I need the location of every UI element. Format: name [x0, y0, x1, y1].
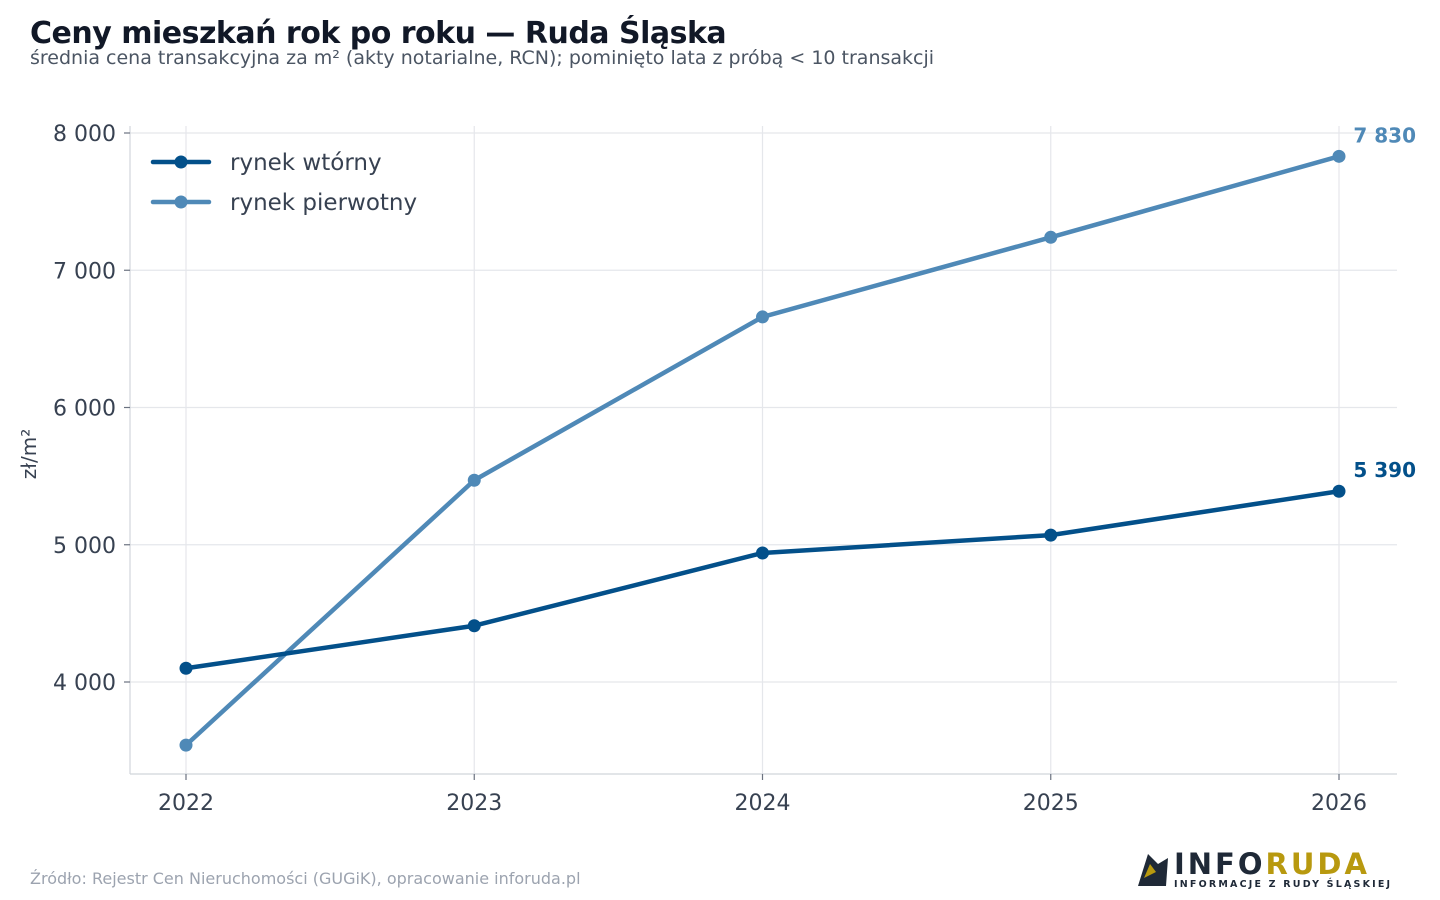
logo-mark-icon [1138, 854, 1168, 886]
axes [129, 126, 1397, 775]
data-point [756, 310, 769, 324]
x-tick-label: 2024 [735, 791, 791, 816]
data-series [179, 149, 1346, 752]
chart-title: Ceny mieszkań rok po roku — Ruda Śląska [30, 16, 727, 51]
y-tick-label: 6 000 [53, 397, 116, 422]
x-tick-label: 2026 [1311, 791, 1367, 816]
legend-label: rynek wtórny [230, 150, 382, 176]
data-point [467, 619, 481, 633]
y-axis-label: zł/m² [17, 429, 41, 479]
x-tick-label: 2025 [1023, 791, 1079, 816]
x-tick-label: 2022 [158, 791, 214, 816]
data-point [1332, 149, 1346, 163]
data-point [179, 661, 193, 675]
source-note: Źródło: Rejestr Cen Nieruchomości (GUGiK… [30, 869, 581, 888]
grid-lines [130, 126, 1397, 774]
logo-tagline: INFORMACJE Z RUDY ŚLĄSKIEJ [1174, 879, 1393, 890]
data-point [1044, 528, 1058, 542]
data-point [179, 738, 193, 752]
chart-subtitle: średnia cena transakcyjna za m² (akty no… [30, 47, 935, 69]
data-point [467, 473, 481, 487]
logo-word-ruda: RUDA [1265, 847, 1370, 881]
data-point [1332, 484, 1346, 498]
legend-swatch-marker [174, 195, 188, 209]
logo-word-info: INFO [1174, 847, 1266, 881]
x-tick-label: 2023 [446, 791, 502, 816]
inforuda-logo: INFORUDA INFORMACJE Z RUDY ŚLĄSKIEJ [1134, 848, 1414, 892]
logo-wordmark: INFORUDA [1174, 848, 1370, 880]
y-tick-label: 4 000 [53, 671, 116, 696]
y-tick-label: 7 000 [53, 259, 116, 284]
y-tick-label: 5 000 [53, 534, 116, 559]
end-labels: 7 830 5 390 [1353, 123, 1416, 482]
x-axis-ticks: 2022 2023 2024 2025 2026 [158, 774, 1367, 816]
series-end-label: 5 390 [1353, 458, 1416, 482]
legend-swatch-marker [174, 155, 188, 169]
y-tick-label: 8 000 [53, 122, 116, 147]
data-point [1044, 230, 1058, 244]
y-axis-ticks: 4 000 5 000 6 000 7 000 8 000 [53, 122, 130, 696]
series-end-label: 7 830 [1353, 123, 1416, 147]
legend: rynek wtórny rynek pierwotny [150, 150, 417, 216]
data-point [756, 546, 769, 560]
legend-label: rynek pierwotny [230, 190, 417, 216]
